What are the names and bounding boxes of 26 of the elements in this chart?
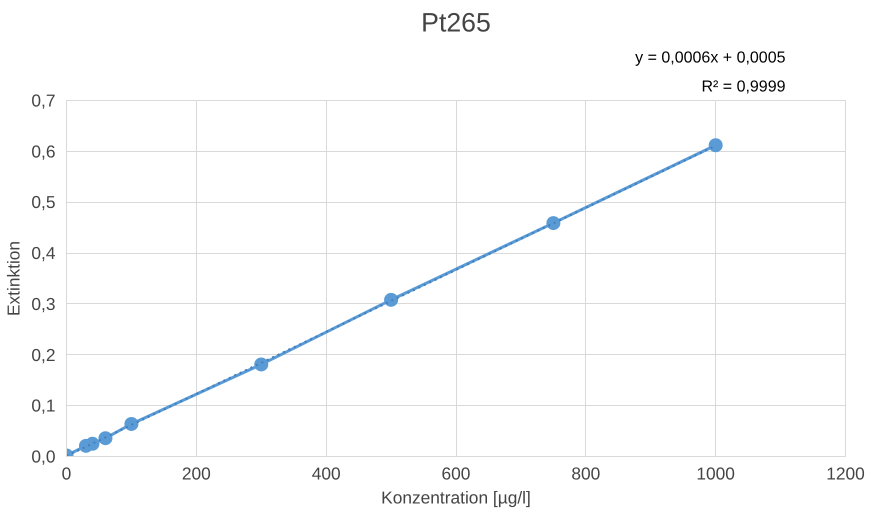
x-tick-label: 800: [571, 464, 600, 484]
y-tick-label: 0,5: [31, 192, 56, 212]
y-tick-label: 0,2: [31, 344, 56, 365]
x-tick-label: 1000: [696, 464, 735, 484]
point: [98, 431, 112, 446]
point: [546, 216, 560, 230]
y-tick-label: 0,7: [31, 90, 56, 110]
x-tick-label: 200: [182, 464, 211, 484]
point: [254, 357, 268, 372]
point: [124, 416, 138, 431]
y-tick-label: 0,6: [31, 141, 56, 162]
y-axis-title: Extinktion: [3, 240, 24, 316]
point: [708, 138, 723, 152]
x-tick-label: 0: [62, 464, 72, 484]
y-tick-label: 0,4: [31, 243, 56, 264]
x-axis-title: Konzentration [µg/l]: [381, 488, 531, 508]
x-tick-label: 400: [312, 464, 341, 484]
y-tick-label: 0,1: [31, 396, 56, 416]
x-tick-label: 1200: [826, 464, 865, 484]
x-tick-label: 600: [442, 464, 470, 484]
text: y = 0,0006x + 0,0005: [635, 50, 786, 66]
point: [384, 292, 398, 307]
chart-title: Pt265: [421, 8, 491, 38]
y-tick-label: 0,3: [31, 294, 56, 314]
text: R² = 0,9999: [701, 78, 786, 96]
y-tick-label: 0,0: [31, 446, 56, 466]
